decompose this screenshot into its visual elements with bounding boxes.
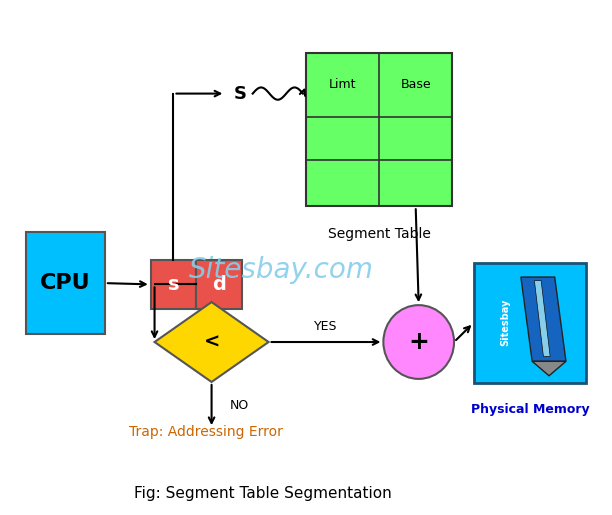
Polygon shape (532, 362, 566, 376)
Text: s: s (168, 275, 179, 294)
Text: Sitesbay: Sitesbay (500, 299, 510, 347)
Text: Base: Base (400, 78, 431, 91)
FancyBboxPatch shape (306, 53, 452, 207)
Text: CPU: CPU (40, 273, 91, 293)
Text: <: < (203, 333, 220, 352)
Text: S: S (234, 84, 247, 102)
Text: d: d (212, 275, 226, 294)
FancyBboxPatch shape (26, 232, 105, 334)
Text: Segment Table: Segment Table (327, 227, 431, 241)
Text: Trap: Addressing Error: Trap: Addressing Error (129, 425, 282, 439)
Text: YES: YES (314, 320, 338, 333)
Text: Sitesbay.com: Sitesbay.com (189, 256, 374, 284)
Ellipse shape (383, 305, 454, 379)
Text: NO: NO (230, 399, 249, 411)
Text: Fig: Segment Table Segmentation: Fig: Segment Table Segmentation (135, 486, 392, 501)
FancyBboxPatch shape (196, 260, 242, 308)
Polygon shape (521, 277, 566, 362)
FancyBboxPatch shape (151, 260, 196, 308)
Polygon shape (534, 281, 550, 356)
Text: Physical Memory: Physical Memory (471, 403, 589, 417)
Text: Limt: Limt (329, 78, 356, 91)
Text: +: + (408, 330, 429, 354)
FancyBboxPatch shape (474, 263, 586, 383)
Polygon shape (155, 302, 269, 382)
